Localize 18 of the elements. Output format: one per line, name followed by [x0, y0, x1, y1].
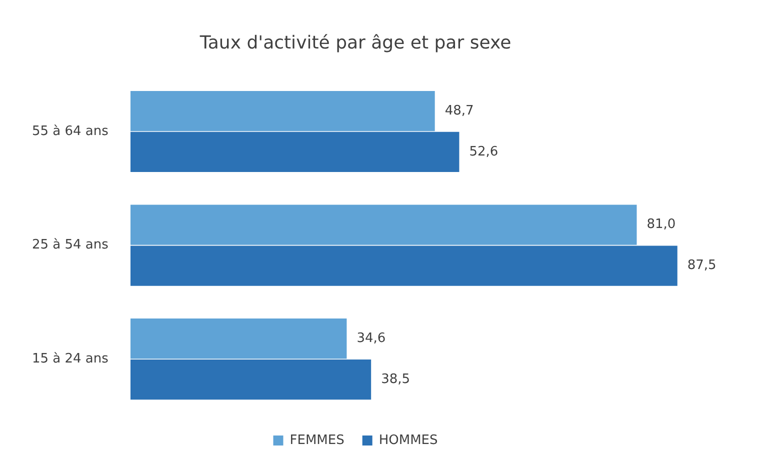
y-tick-label: 15 à 24 ans: [32, 351, 109, 366]
bar: [130, 318, 347, 359]
legend-label: FEMMES: [290, 432, 344, 448]
data-label: 87,5: [687, 258, 716, 274]
bar: [130, 246, 678, 286]
data-label: 48,7: [444, 103, 474, 118]
bar: [130, 360, 372, 400]
y-tick-label: 55 à 64 ans: [32, 124, 109, 139]
data-label: 34,6: [356, 330, 386, 346]
y-tick-label: 25 à 54 ans: [32, 238, 109, 253]
data-label: 52,6: [469, 144, 498, 160]
bar: [130, 132, 460, 172]
bar: [130, 204, 637, 245]
legend-label: HOMMES: [378, 432, 438, 448]
data-label: 81,0: [646, 217, 676, 232]
data-label: 38,5: [381, 372, 410, 387]
bar: [130, 90, 435, 132]
chart-title: Taux d'activité par âge et par sexe: [198, 32, 512, 54]
